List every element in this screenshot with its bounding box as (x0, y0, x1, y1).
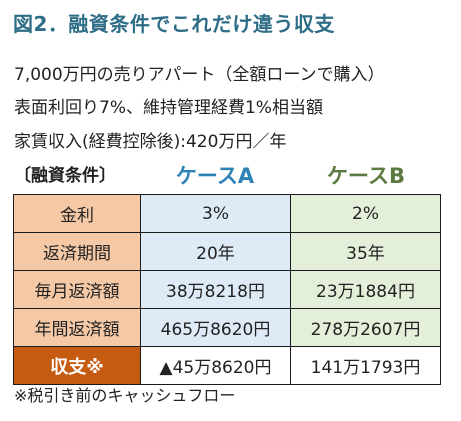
conditions-label: 〔融資条件〕 (14, 166, 116, 186)
case-b-cell: 141万1793円 (290, 346, 441, 385)
case-a-cell: ▲45万8620円 (140, 346, 291, 385)
table-row-cash-flow: 収支※ ▲45万8620円 141万1793円 (13, 346, 441, 385)
table-row-monthly-repayment: 毎月返済額 38万8218円 23万1884円 (13, 270, 441, 309)
row-label: 毎月返済額 (13, 270, 141, 309)
case-b-cell: 278万2607円 (290, 308, 441, 347)
case-b-cell: 23万1884円 (290, 270, 441, 309)
case-b-heading: ケースB (327, 164, 405, 188)
description-line-3: 家賃収入(経費控除後):420万円／年 (14, 132, 287, 152)
table-row-annual-repayment: 年間返済額 465万8620円 278万2607円 (13, 308, 441, 347)
case-b-cell: 35年 (290, 232, 441, 271)
case-a-heading: ケースA (175, 164, 255, 188)
footnote: ※税引き前のキャッシュフロー (14, 386, 236, 405)
case-a-cell: 465万8620円 (140, 308, 291, 347)
case-b-cell: 2% (290, 194, 441, 233)
description-line-1: 7,000万円の売りアパート（全額ローンで購入） (14, 65, 385, 85)
description-line-2: 表面利回り7%、維持管理経費1%相当額 (14, 98, 323, 118)
case-a-cell: 38万8218円 (140, 270, 291, 309)
row-label: 収支※ (13, 346, 141, 385)
row-label: 金利 (13, 194, 141, 233)
table-row-interest-rate: 金利 3% 2% (13, 194, 441, 233)
table-row-repayment-period: 返済期間 20年 35年 (13, 232, 441, 271)
case-a-cell: 20年 (140, 232, 291, 271)
row-label: 年間返済額 (13, 308, 141, 347)
row-label: 返済期間 (13, 232, 141, 271)
loan-conditions-table: 金利 3% 2% 返済期間 20年 35年 毎月返済額 38万8218円 23万… (13, 194, 441, 385)
page-title: 図2．融資条件でこれだけ違う収支 (13, 12, 335, 36)
case-a-cell: 3% (140, 194, 291, 233)
